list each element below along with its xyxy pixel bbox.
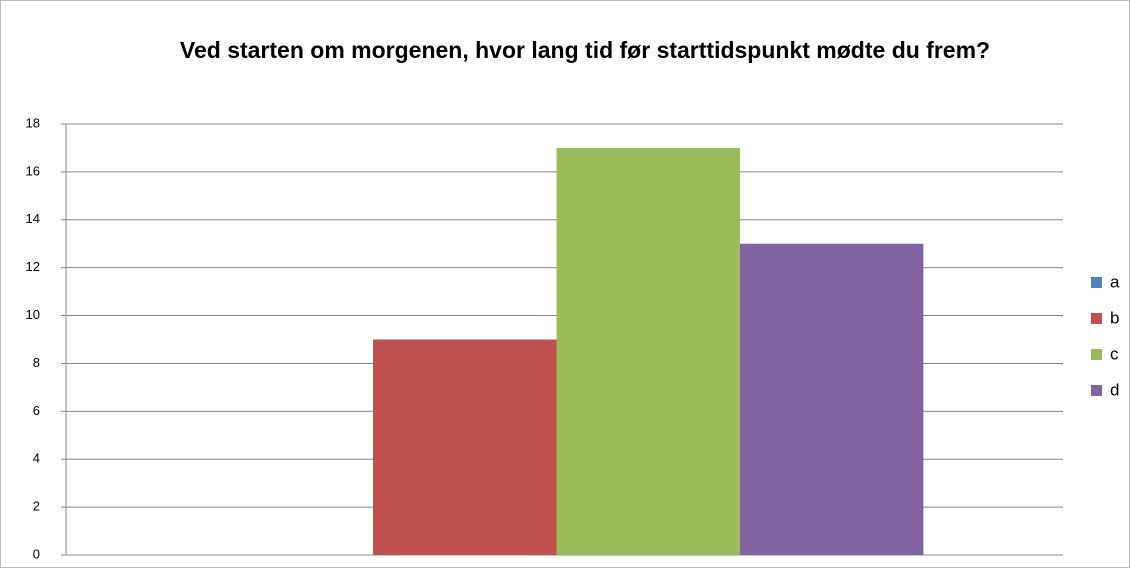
y-tick-label: 16 (26, 163, 40, 178)
y-tick-label: 6 (33, 403, 40, 418)
bar (373, 339, 557, 555)
legend-label: c (1110, 344, 1119, 363)
legend-label: d (1110, 380, 1119, 399)
y-tick-label: 12 (26, 259, 40, 274)
legend-label: b (1110, 308, 1119, 327)
chart-title: Ved starten om morgenen, hvor lang tid f… (179, 37, 991, 63)
y-tick-label: 2 (33, 499, 40, 514)
legend-swatch (1091, 313, 1102, 324)
y-tick-label: 0 (33, 546, 40, 561)
legend-label: a (1110, 272, 1120, 291)
y-tick-label: 4 (33, 451, 40, 466)
y-tick-label: 14 (26, 211, 40, 226)
y-tick-label: 10 (26, 307, 40, 322)
bar (739, 243, 924, 555)
y-tick-label: 18 (26, 115, 40, 130)
bar (556, 147, 740, 555)
legend-swatch (1091, 349, 1102, 360)
y-tick-label: 8 (33, 355, 40, 370)
legend-swatch (1091, 385, 1102, 396)
legend-swatch (1091, 277, 1102, 288)
